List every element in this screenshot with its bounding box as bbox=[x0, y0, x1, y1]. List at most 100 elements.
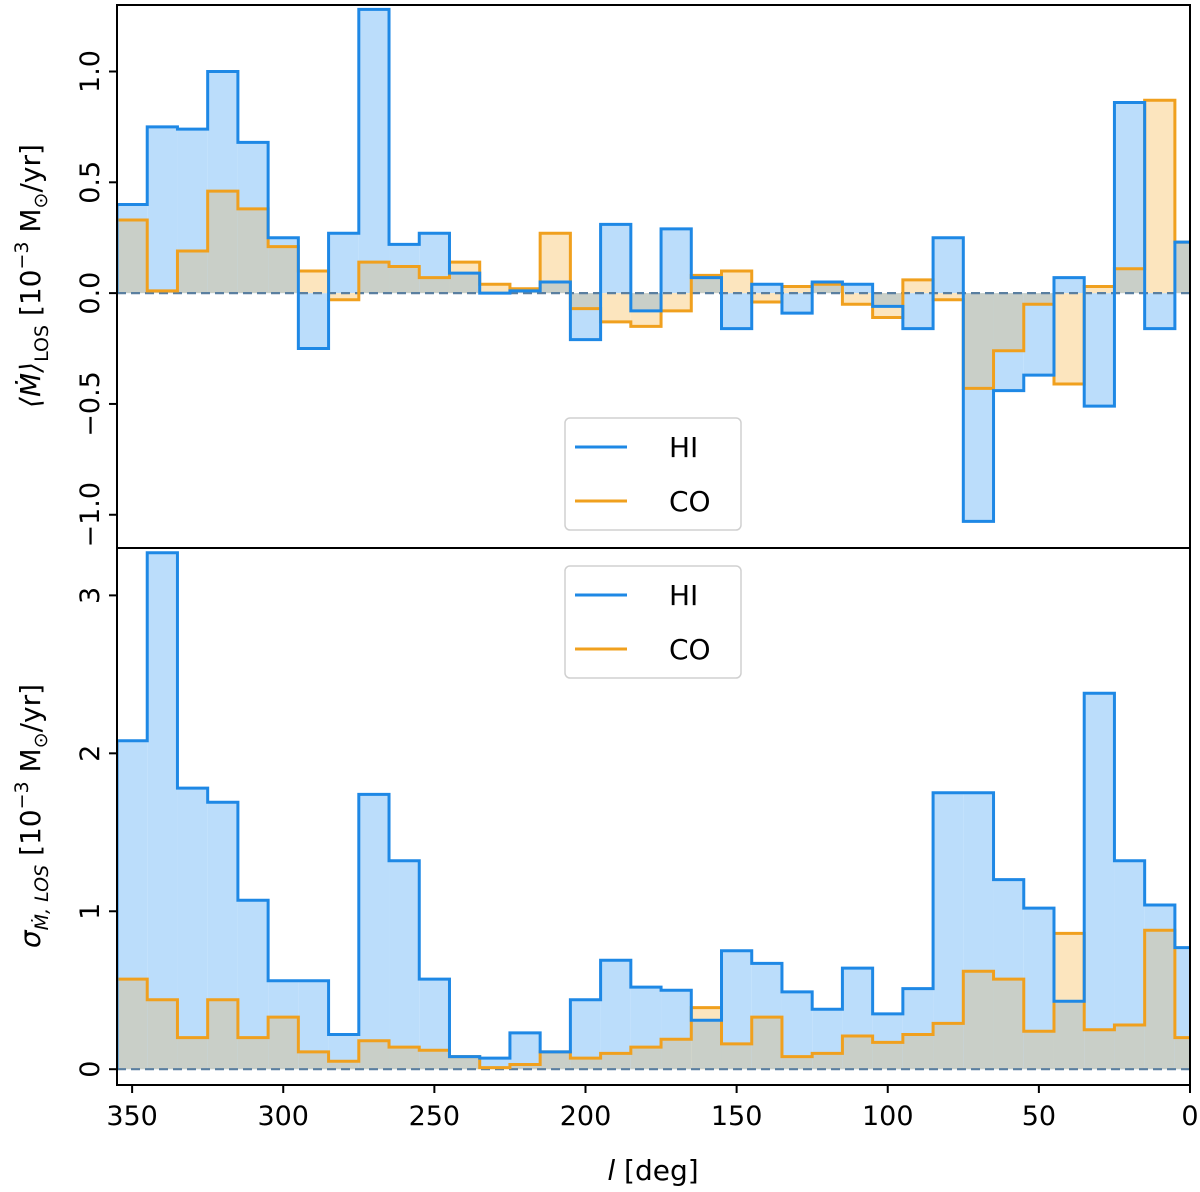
hi-fill-bin bbox=[1144, 293, 1175, 329]
hi-fill-bin bbox=[1053, 277, 1085, 294]
overlap-fill-bin bbox=[237, 1037, 269, 1070]
hi-fill-bin bbox=[147, 126, 178, 294]
x-tick-label: 50 bbox=[1022, 1101, 1056, 1132]
overlap-fill-bin bbox=[872, 293, 903, 307]
y-tick-label: 0.5 bbox=[75, 161, 106, 204]
sigma-mdot-plot-area bbox=[117, 551, 1190, 1071]
overlap-fill-bin bbox=[1114, 268, 1145, 294]
mean-mdot-y-axis-label: ⟨Ṁ⟩LOS [10−3 M⊙/yr] bbox=[11, 144, 53, 408]
overlap-fill-bin bbox=[298, 1051, 329, 1070]
overlap-fill-bin bbox=[177, 1037, 208, 1070]
overlap-fill-bin bbox=[570, 1058, 601, 1070]
overlap-fill-bin bbox=[691, 1020, 722, 1070]
co-fill-bin bbox=[781, 286, 813, 294]
overlap-fill-bin bbox=[268, 1017, 299, 1070]
hi-fill-bin bbox=[661, 228, 692, 294]
y-tick-label: −1.0 bbox=[75, 482, 106, 548]
hi-fill-bin bbox=[177, 788, 208, 1070]
overlap-fill-bin bbox=[630, 293, 662, 311]
overlap-fill-bin bbox=[449, 273, 480, 294]
legend-label-co: CO bbox=[669, 485, 711, 518]
legend-box bbox=[564, 565, 742, 679]
legend-box bbox=[564, 417, 742, 531]
overlap-fill-bin bbox=[1114, 1024, 1145, 1070]
overlap-fill-bin bbox=[419, 1050, 450, 1070]
y-tick-label: 3 bbox=[75, 587, 106, 604]
co-fill-bin bbox=[1144, 100, 1175, 294]
co-fill-bin bbox=[751, 293, 782, 302]
sigma-mdot-y-axis-label: σṀ, LOS [10−3 M⊙/yr] bbox=[11, 684, 53, 948]
x-axis-label: l [deg] bbox=[607, 1154, 698, 1187]
hi-fill-bin bbox=[1114, 102, 1145, 294]
hi-fill-bin bbox=[842, 284, 873, 294]
x-tick-label: 150 bbox=[711, 1101, 763, 1132]
overlap-fill-bin bbox=[1023, 293, 1054, 305]
overlap-fill-bin bbox=[1084, 1029, 1115, 1070]
overlap-fill-bin bbox=[117, 979, 148, 1070]
overlap-fill-bin bbox=[570, 293, 601, 309]
overlap-fill-bin bbox=[207, 191, 238, 294]
sigma-mdot-y-ticks: 3 2 1 0 bbox=[75, 587, 117, 1078]
hi-fill-bin bbox=[1084, 293, 1115, 407]
overlap-fill-bin bbox=[117, 219, 148, 294]
overlap-fill-bin bbox=[540, 282, 571, 294]
hi-fill-bin bbox=[600, 960, 631, 1070]
overlap-fill-bin bbox=[1144, 930, 1175, 1070]
x-tick-label: 100 bbox=[862, 1101, 914, 1132]
co-fill-bin bbox=[479, 284, 510, 294]
hi-step-line bbox=[117, 7, 1190, 523]
x-tick-label: 200 bbox=[560, 1101, 612, 1132]
overlap-fill-bin bbox=[691, 277, 722, 294]
overlap-fill-bin bbox=[721, 1043, 752, 1070]
sigma-mdot-x-ticks: 350 300 250 200 150 100 50 0 bbox=[106, 1085, 1199, 1132]
co-fill-bin bbox=[721, 270, 752, 294]
overlap-fill-bin bbox=[389, 1047, 420, 1070]
y-tick-label: 0 bbox=[75, 1061, 106, 1078]
hi-fill-bin bbox=[933, 237, 964, 294]
x-tick-label: 350 bbox=[106, 1101, 158, 1132]
overlap-fill-bin bbox=[812, 1053, 843, 1070]
overlap-fill-bin bbox=[268, 246, 299, 294]
overlap-fill-bin bbox=[963, 293, 994, 389]
x-tick-label: 0 bbox=[1181, 1101, 1198, 1132]
legend-label-hi: HI bbox=[669, 431, 698, 464]
overlap-fill-bin bbox=[1023, 1031, 1054, 1070]
overlap-fill-bin bbox=[449, 1056, 480, 1070]
overlap-fill-bin bbox=[358, 262, 390, 294]
co-fill-bin bbox=[902, 279, 934, 294]
hi-fill-bin bbox=[328, 233, 359, 294]
hi-fill-bin bbox=[902, 293, 934, 329]
y-tick-label: 2 bbox=[75, 745, 106, 762]
sigma-mdot-panel: 3 2 1 0 350 300 250 200 150 100 50 0 σṀ, LOS [10−3… bbox=[11, 547, 1199, 1187]
overlap-fill-bin bbox=[661, 1039, 692, 1070]
hi-fill-bin bbox=[1084, 693, 1115, 1070]
hi-fill-bin bbox=[147, 552, 178, 1070]
hi-fill-bin bbox=[389, 860, 420, 1070]
mean-mdot-legend: HI CO bbox=[564, 417, 742, 531]
overlap-fill-bin bbox=[358, 1040, 390, 1070]
overlap-fill-bin bbox=[630, 1047, 662, 1070]
y-tick-label: 0.0 bbox=[75, 272, 106, 315]
overlap-fill-bin bbox=[963, 971, 994, 1070]
co-fill-bin bbox=[1084, 286, 1115, 294]
overlap-fill-bin bbox=[540, 1051, 571, 1070]
hi-fill-bin bbox=[600, 224, 631, 294]
y-tick-label: 1.0 bbox=[75, 50, 106, 93]
overlap-fill-bin bbox=[993, 293, 1024, 351]
co-fill-bin bbox=[661, 293, 692, 311]
overlap-fill-bin bbox=[902, 1034, 934, 1070]
legend-label-hi: HI bbox=[669, 579, 698, 612]
overlap-fill-bin bbox=[177, 251, 208, 294]
hi-step-line bbox=[117, 551, 1190, 1070]
co-fill-bin bbox=[1053, 293, 1085, 384]
overlap-fill-bin bbox=[812, 284, 843, 294]
y-tick-label: −0.5 bbox=[75, 371, 106, 437]
hi-fill-bin bbox=[358, 794, 390, 1070]
hi-fill-bin bbox=[298, 293, 329, 349]
x-tick-label: 250 bbox=[409, 1101, 461, 1132]
overlap-fill-bin bbox=[419, 277, 450, 294]
overlap-fill-bin bbox=[1053, 1001, 1085, 1070]
overlap-fill-bin bbox=[751, 1017, 782, 1070]
hi-fill-bin bbox=[751, 284, 782, 294]
